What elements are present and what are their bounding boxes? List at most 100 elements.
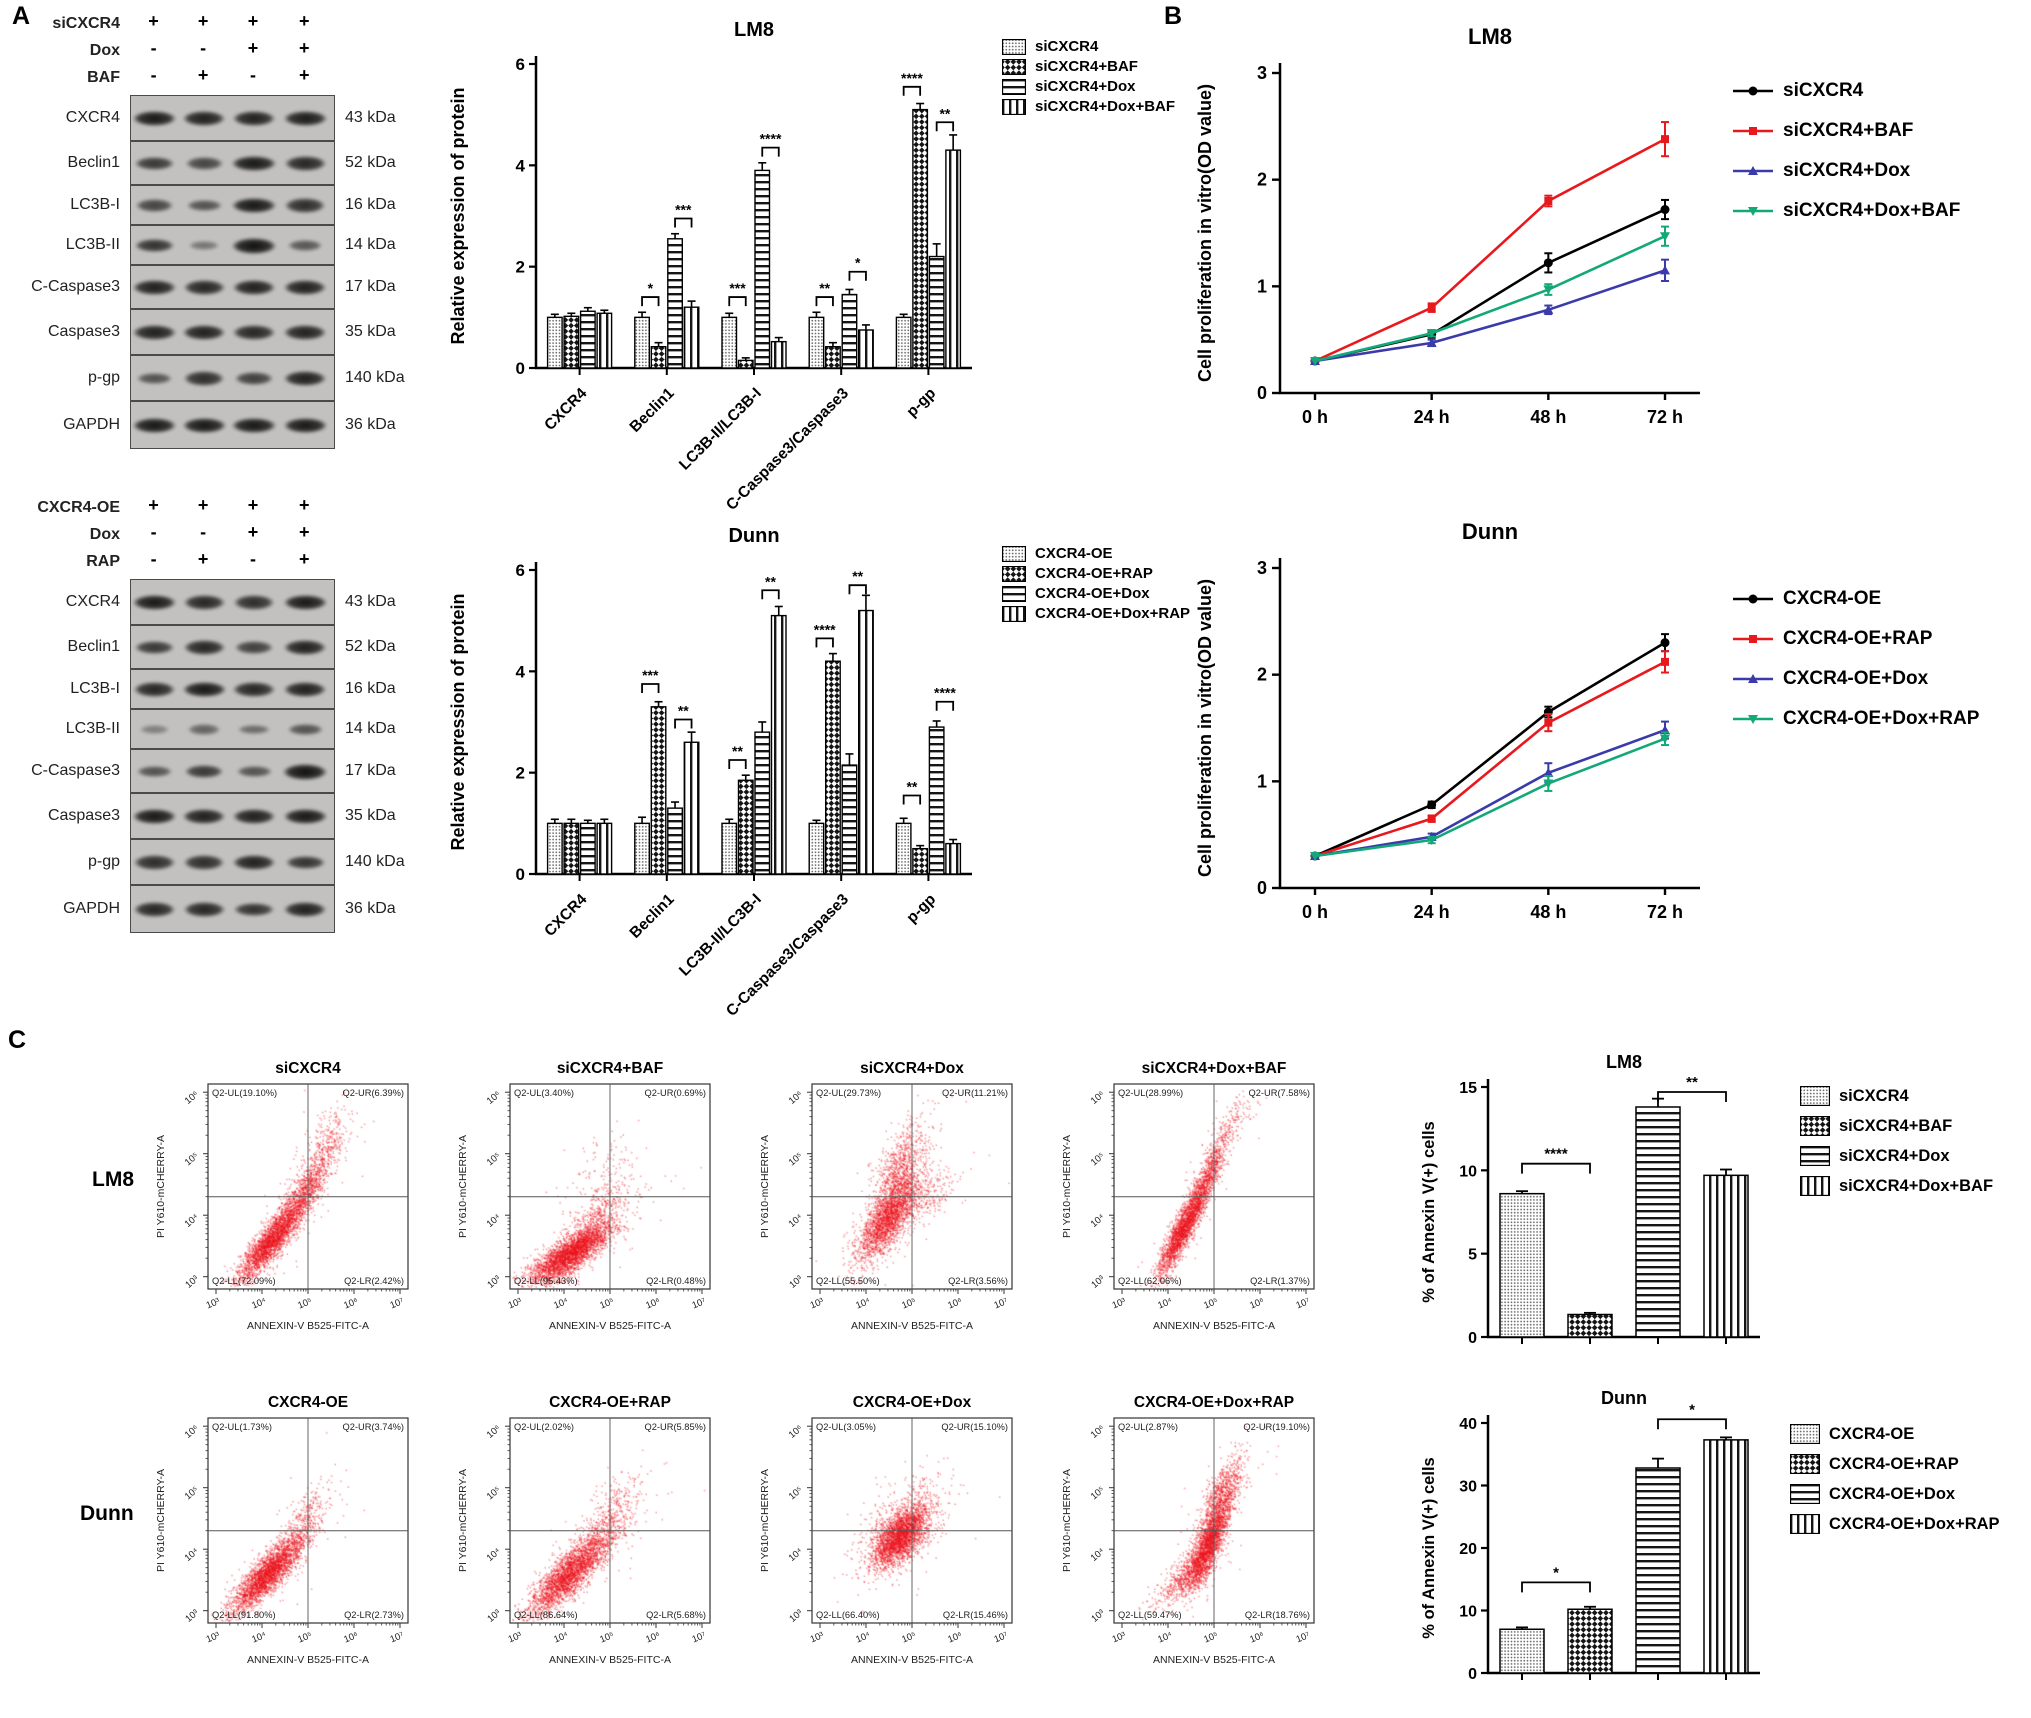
blot-condition-row: RAP - + - + (24, 548, 434, 575)
blot-kda-label: 43 kDa (345, 109, 396, 126)
svg-text:10³: 10³ (205, 1630, 222, 1645)
svg-text:5: 5 (1468, 1247, 1477, 1264)
svg-text:10⁴: 10⁴ (1156, 1296, 1174, 1312)
legend-lm8-annexin: siCXCR4 siCXCR4+BAF siCXCR4+Dox siCXCR4+Dox… (1800, 1086, 1993, 1206)
blot-condition-symbol: - (250, 65, 256, 85)
svg-text:Q2-UL(3.05%): Q2-UL(3.05%) (816, 1422, 876, 1432)
legend-item: siCXCR4+BAF (1800, 1116, 1993, 1136)
legend-label: siCXCR4+Dox+BAF (1035, 98, 1176, 115)
svg-text:1: 1 (1257, 276, 1267, 296)
svg-text:10⁴: 10⁴ (250, 1630, 268, 1646)
legend-label: siCXCR4+Dox+BAF (1839, 1176, 1994, 1195)
blot-condition-symbol: + (247, 495, 259, 515)
blot-band (135, 640, 174, 655)
svg-text:4: 4 (516, 662, 526, 681)
svg-text:10: 10 (1459, 1604, 1477, 1621)
svg-text:10³: 10³ (1089, 1608, 1107, 1625)
blot-band (233, 325, 275, 340)
blot-kda-label: 52 kDa (345, 638, 396, 655)
svg-text:10³: 10³ (183, 1608, 201, 1625)
legend-label: CXCR4-OE (1829, 1424, 1915, 1443)
blot-band (283, 808, 327, 825)
blot-kda-label: 35 kDa (345, 807, 396, 824)
blot-membrane (130, 624, 335, 669)
blot-band (232, 417, 276, 434)
svg-text:10³: 10³ (485, 1274, 503, 1291)
svg-text:3: 3 (1257, 558, 1267, 578)
svg-text:10⁴: 10⁴ (1089, 1546, 1107, 1564)
svg-text:10⁴: 10⁴ (250, 1296, 268, 1312)
svg-text:****: **** (934, 685, 956, 701)
svg-text:Q2-UL(3.40%): Q2-UL(3.40%) (514, 1088, 574, 1098)
legend-dunn-protein: CXCR4-OE CXCR4-OE+RAP CXCR4-OE+Dox CXCR4-OE… (1002, 545, 1190, 625)
svg-text:10⁵: 10⁵ (296, 1630, 314, 1646)
svg-text:10⁵: 10⁵ (1202, 1630, 1220, 1646)
blot-band (284, 639, 327, 656)
svg-text:10⁶: 10⁶ (1248, 1630, 1266, 1646)
blot-condition-symbol: + (298, 11, 310, 31)
svg-text:Relative expression of protein: Relative expression of protein (448, 87, 468, 344)
svg-text:Beclin1: Beclin1 (627, 891, 678, 942)
svg-text:10⁶: 10⁶ (342, 1630, 360, 1646)
svg-text:siCXCR4+Dox+BAF: siCXCR4+Dox+BAF (1142, 1060, 1287, 1077)
svg-text:10⁵: 10⁵ (183, 1151, 201, 1169)
svg-text:ANNEXIN-V B525-FITC-A: ANNEXIN-V B525-FITC-A (247, 1654, 369, 1666)
svg-text:30: 30 (1459, 1479, 1477, 1496)
svg-text:10³: 10³ (507, 1296, 524, 1311)
svg-text:10: 10 (1459, 1163, 1477, 1180)
blot-band (283, 763, 328, 780)
bar-chart-dunn-protein: 0 2 4 6 Relative expression of protein Dunn CX… (424, 512, 1014, 1037)
svg-text:10⁷: 10⁷ (1295, 1630, 1313, 1646)
blot-kda-label: 17 kDa (345, 278, 396, 295)
blot-band (133, 682, 176, 697)
blot-band (232, 808, 276, 825)
legend-item: CXCR4-OE (1790, 1424, 2000, 1444)
svg-text:ANNEXIN-V B525-FITC-A: ANNEXIN-V B525-FITC-A (851, 1320, 973, 1332)
blot-condition-symbol: - (150, 522, 157, 542)
blot-membrane (130, 838, 335, 885)
flow-row-label-dunn: Dunn (80, 1502, 134, 1525)
svg-text:Q2-UL(28.99%): Q2-UL(28.99%) (1118, 1088, 1183, 1098)
svg-text:LC3B-II/LC3B-I: LC3B-II/LC3B-I (676, 385, 765, 474)
legend-label: CXCR4-OE+Dox (1035, 585, 1150, 602)
svg-text:10⁶: 10⁶ (183, 1423, 201, 1441)
svg-text:p-gp: p-gp (903, 891, 939, 927)
svg-text:PI Y610-mCHERRY-A: PI Y610-mCHERRY-A (457, 1135, 469, 1238)
svg-text:10⁵: 10⁵ (787, 1151, 805, 1169)
svg-text:Q2-UR(7.58%): Q2-UR(7.58%) (1249, 1088, 1310, 1098)
svg-text:Q2-LR(1.37%): Q2-LR(1.37%) (1250, 1276, 1310, 1286)
svg-text:****: **** (1544, 1146, 1568, 1163)
blot-band (133, 279, 176, 296)
blot-band (232, 110, 276, 127)
svg-text:Q2-UL(1.73%): Q2-UL(1.73%) (212, 1422, 272, 1432)
svg-text:Q2-LR(2.42%): Q2-LR(2.42%) (344, 1276, 404, 1286)
blot-band (140, 725, 169, 734)
svg-text:10⁶: 10⁶ (1089, 1423, 1107, 1441)
svg-text:10⁷: 10⁷ (389, 1296, 407, 1312)
blot-band (232, 279, 276, 296)
blot-band (285, 855, 325, 870)
legend-label: siCXCR4+Dox (1783, 160, 1911, 181)
svg-text:Q2-LR(18.76%): Q2-LR(18.76%) (1245, 1610, 1310, 1620)
blot-band-label: LC3B-I (70, 196, 120, 213)
svg-text:10³: 10³ (1089, 1274, 1107, 1291)
svg-text:Cell proliferation in vitro(OD: Cell proliferation in vitro(OD value) (1195, 84, 1215, 382)
blot-band-label: CXCR4 (65, 109, 120, 126)
legend-label: CXCR4-OE+Dox+RAP (1035, 605, 1191, 622)
legend-item: CXCR4-OE+Dox (1732, 668, 1979, 690)
blot-band (183, 595, 225, 610)
svg-text:Q2-UR(0.69%): Q2-UR(0.69%) (645, 1088, 706, 1098)
blot-band-row: p-gp 140 kDa (24, 354, 434, 401)
legend-label: CXCR4-OE+RAP (1829, 1454, 1959, 1473)
legend-label: CXCR4-OE+Dox+RAP (1829, 1514, 2000, 1533)
svg-text:% of Annexin V(+) cells: % of Annexin V(+) cells (1420, 1457, 1438, 1638)
blot-condition-symbol: + (197, 495, 209, 515)
blot-condition-symbol: + (197, 11, 209, 31)
blot-membrane (130, 224, 335, 265)
blot-band (133, 808, 177, 825)
svg-text:Q2-LR(2.73%): Q2-LR(2.73%) (344, 1610, 404, 1620)
flow-plot: siCXCR4+BAF Q2-UL(3.40%) Q2-UR(0.69%) Q2-LL… (452, 1056, 742, 1356)
svg-text:0: 0 (1257, 383, 1267, 403)
svg-text:72 h: 72 h (1647, 407, 1683, 427)
svg-text:10⁶: 10⁶ (183, 1089, 201, 1107)
